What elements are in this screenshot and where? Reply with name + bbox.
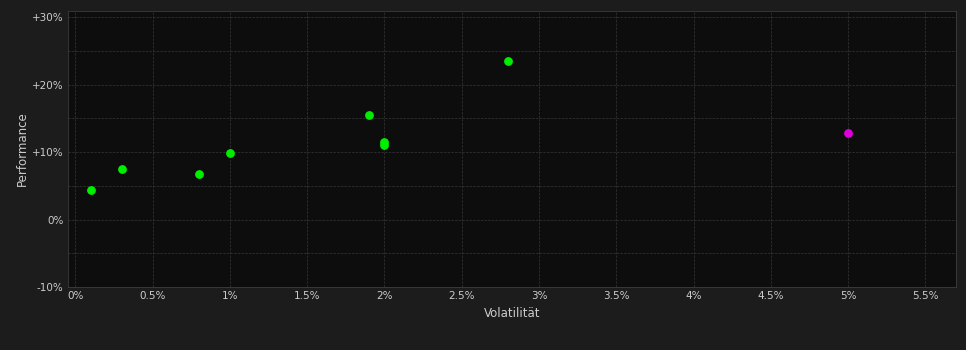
X-axis label: Volatilität: Volatilität: [484, 307, 540, 320]
Point: [377, 139, 392, 145]
Point: [83, 187, 99, 193]
Point: [222, 150, 238, 156]
Y-axis label: Performance: Performance: [16, 111, 29, 186]
Point: [191, 171, 207, 176]
Point: [500, 58, 516, 64]
Point: [840, 131, 856, 136]
Point: [377, 142, 392, 147]
Point: [114, 166, 129, 172]
Point: [361, 112, 377, 118]
